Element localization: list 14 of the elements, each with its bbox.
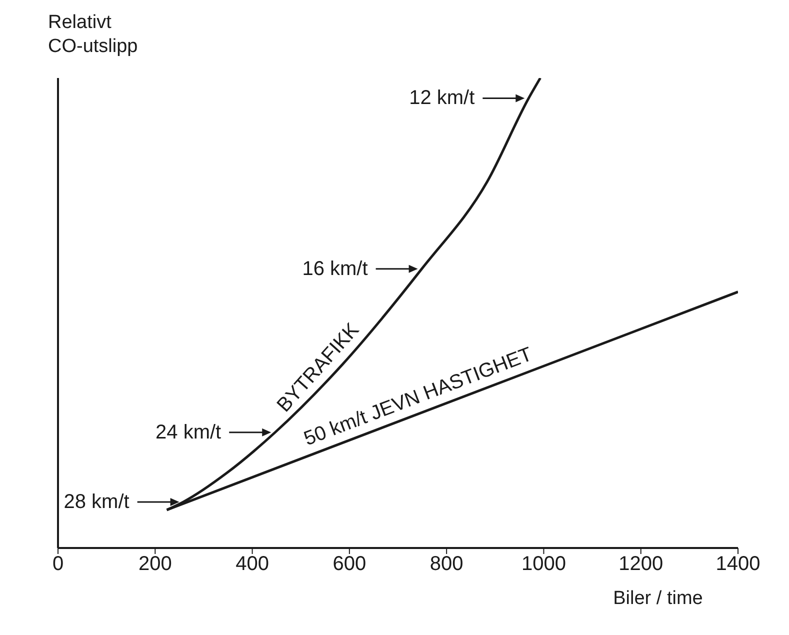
- x-tick-label: 1200: [618, 553, 664, 576]
- x-tick-label: 1400: [716, 553, 760, 576]
- x-tick-label: 200: [138, 553, 172, 576]
- annotation: 16 km/t: [302, 258, 368, 280]
- annotation: 24 km/t: [156, 421, 222, 444]
- x-tick-label: 0: [52, 553, 64, 576]
- x-tick-label: 800: [430, 553, 464, 576]
- annotation: 12 km/t: [409, 87, 476, 110]
- x-axis-title: Biler / time: [613, 588, 703, 609]
- x-tick-label: 1000: [521, 553, 566, 576]
- x-tick-label: 600: [332, 553, 366, 576]
- annotation: 28 km/t: [64, 490, 130, 513]
- y-axis-title: Relativt CO-utslipp: [48, 12, 138, 57]
- x-tick-label: 400: [236, 553, 269, 576]
